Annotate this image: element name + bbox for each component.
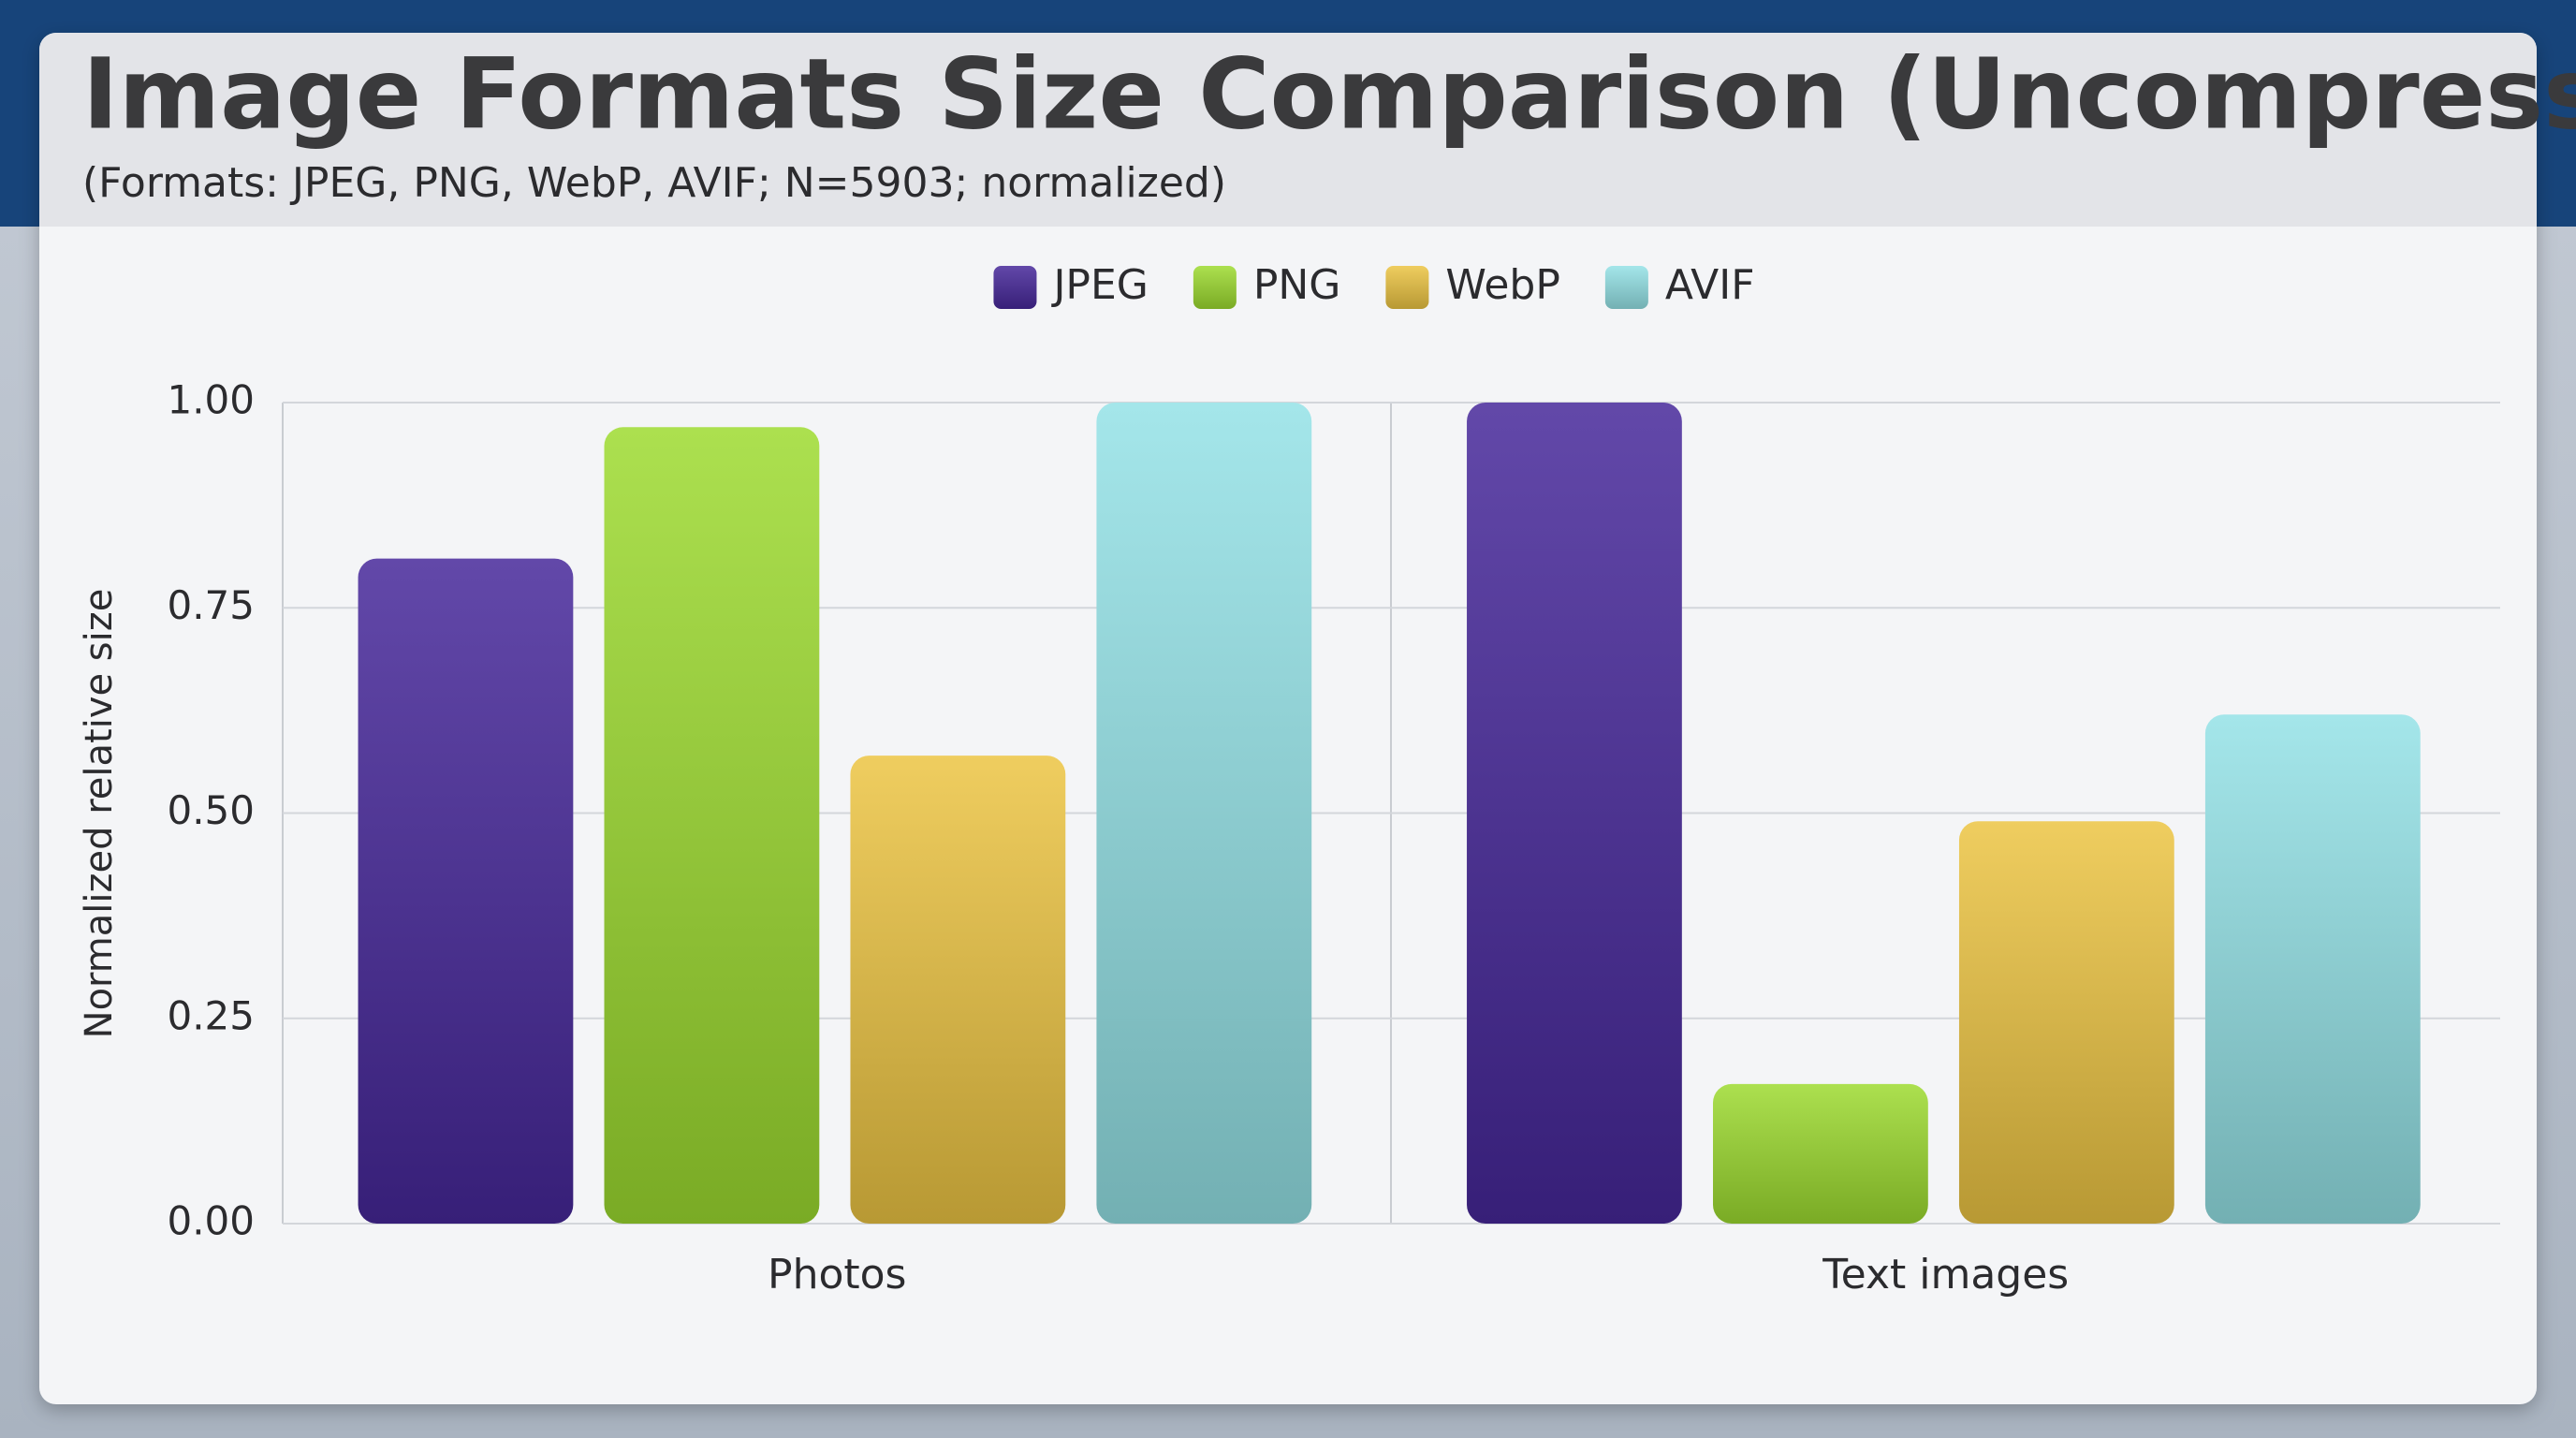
legend-label: JPEG [1050, 261, 1148, 309]
y-tick-label: 0.25 [167, 992, 255, 1038]
chart-title: Image Formats Size Comparison (Uncompres… [82, 37, 2576, 151]
legend-label: PNG [1253, 261, 1341, 309]
legend: JPEG PNG WebP AVIF [993, 261, 1755, 309]
legend-swatch [1604, 266, 1648, 309]
chart-subtitle: (Formats: JPEG, PNG, WebP, AVIF; N=5903;… [82, 159, 1226, 207]
x-tick-label: Photos [768, 1251, 906, 1299]
bar [1958, 821, 2174, 1224]
y-axis-title: Normalized relative size [78, 589, 121, 1039]
y-tick-label: 1.00 [167, 377, 255, 423]
header [39, 33, 2537, 227]
legend-swatch [1193, 266, 1237, 309]
legend-swatch [993, 266, 1037, 309]
bar [2204, 714, 2421, 1224]
bar [850, 756, 1066, 1224]
y-tick-label: 0.00 [167, 1198, 255, 1244]
bar [1713, 1083, 1928, 1224]
bar [1467, 403, 1682, 1224]
legend-label: AVIF [1665, 261, 1755, 309]
y-tick-label: 0.50 [167, 787, 255, 833]
bar [358, 558, 574, 1224]
legend-swatch [1385, 266, 1429, 309]
bar [604, 427, 820, 1224]
x-tick-label: Text images [1822, 1251, 2069, 1299]
bar [1096, 403, 1312, 1224]
y-tick-label: 0.75 [167, 582, 255, 628]
legend-label: WebP [1445, 261, 1559, 309]
